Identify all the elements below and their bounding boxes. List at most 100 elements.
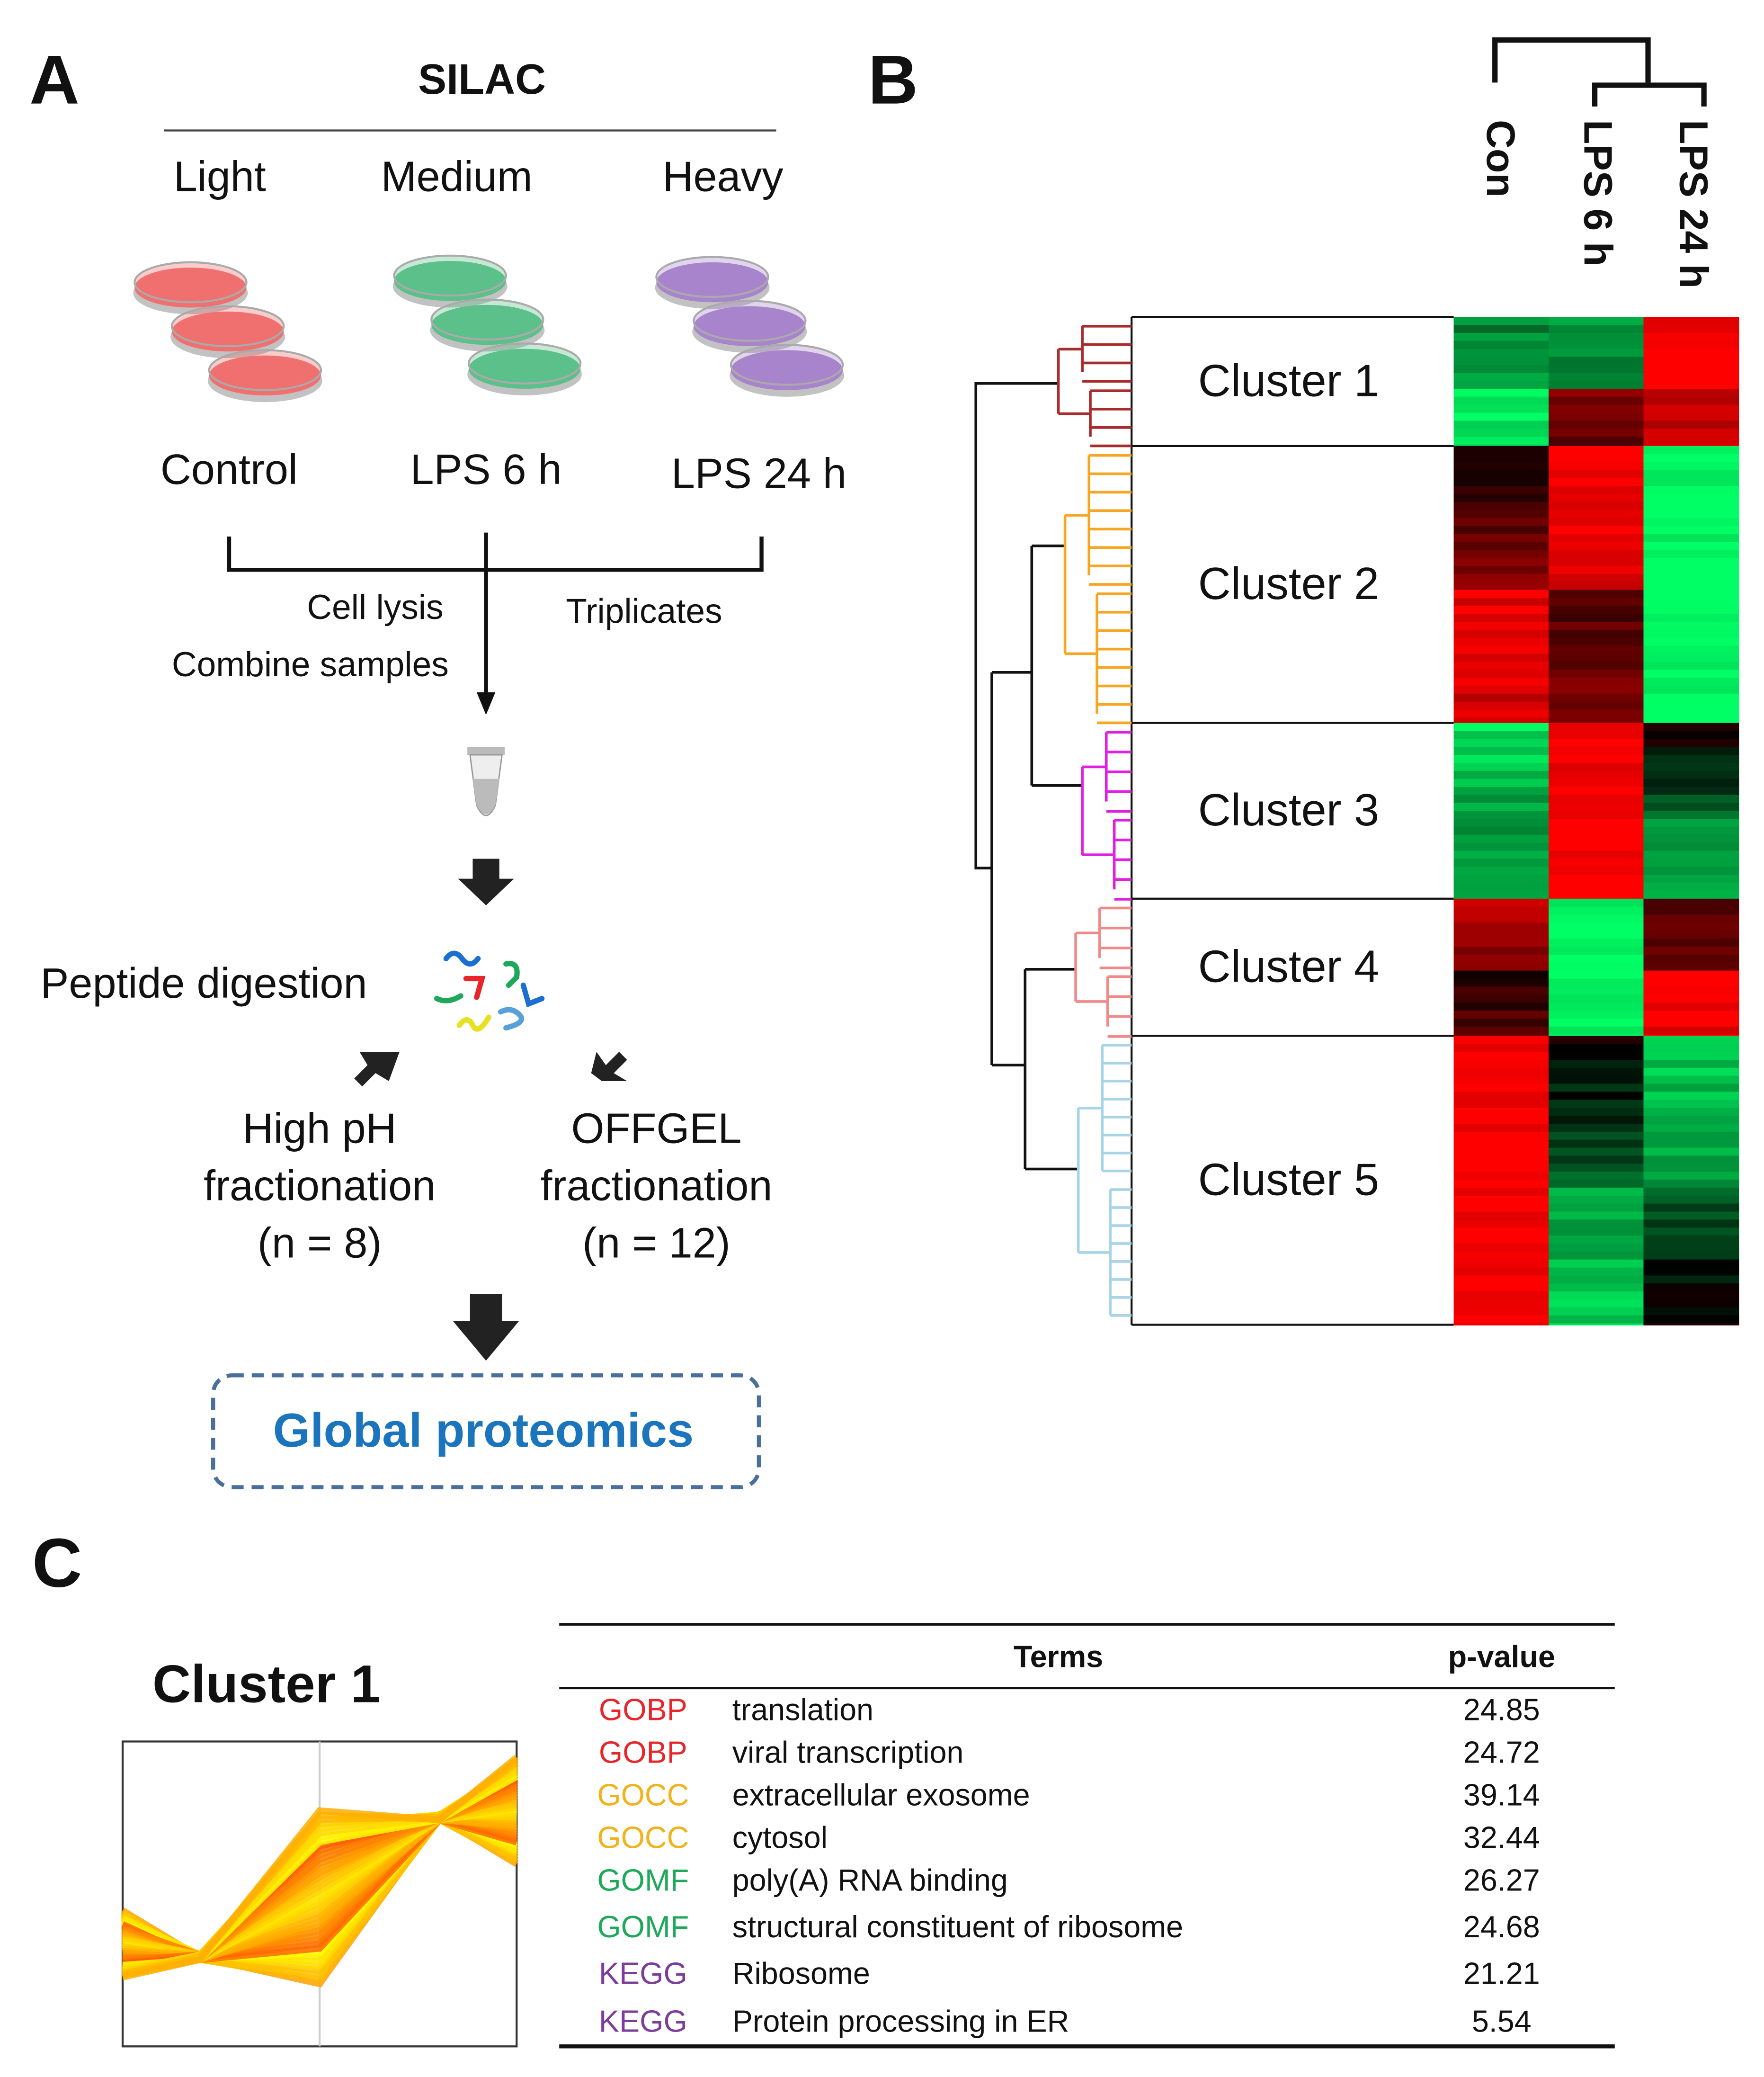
- heatmap-cell: [1549, 614, 1644, 623]
- heatmap-cell: [1453, 670, 1550, 679]
- heatmap-cell: [1643, 478, 1739, 487]
- panel-label: A: [29, 41, 80, 118]
- column-label: LPS 24 h: [1672, 120, 1716, 288]
- heatmap-cell: [1453, 437, 1550, 446]
- heatmap-cell: [1549, 1267, 1644, 1276]
- heatmap-cell: [1453, 565, 1550, 575]
- category: GOCC: [597, 1820, 689, 1855]
- heatmap-cell: [1453, 462, 1550, 471]
- heatmap-cell: [1453, 325, 1550, 334]
- heatmap-cell: [1643, 755, 1739, 764]
- heatmap-cell: [1643, 470, 1739, 479]
- dish: [170, 305, 285, 348]
- p-value: 32.44: [1463, 1820, 1540, 1855]
- heatmap-cell: [1453, 1172, 1550, 1181]
- heatmap-cell: [1453, 429, 1550, 438]
- heatmap-cell: [1453, 614, 1550, 623]
- heatmap-cell: [1643, 1131, 1739, 1141]
- heatmap-cell: [1549, 670, 1644, 679]
- heatmap-cell: [1453, 795, 1550, 804]
- heatmap-cell: [1549, 558, 1644, 567]
- heatmap-cell: [1643, 875, 1739, 884]
- heatmap-cell: [1643, 883, 1739, 892]
- heatmap-cell: [1453, 819, 1550, 828]
- heatmap-cell: [1453, 994, 1550, 1003]
- heatmap-cell: [1549, 1139, 1644, 1148]
- heatmap-cell: [1453, 867, 1550, 876]
- condition: Control: [160, 446, 298, 493]
- heatmap-cell: [1643, 486, 1739, 495]
- heatmap-cell: [1549, 1026, 1644, 1035]
- heatmap-cell: [1453, 1283, 1550, 1292]
- heatmap-cell: [1453, 1203, 1550, 1212]
- heatmap-cell: [1453, 606, 1550, 615]
- label-name: Light: [174, 153, 266, 200]
- heatmap-cell: [1643, 1195, 1739, 1205]
- result: Global proteomics: [273, 1404, 694, 1457]
- heatmap-cell: [1453, 803, 1550, 812]
- heatmap-cell: [1453, 717, 1550, 724]
- heatmap-cell: [1549, 1034, 1644, 1037]
- heatmap-cell: [1643, 803, 1739, 812]
- heatmap-cell: [1643, 381, 1739, 390]
- heatmap-cell: [1549, 1203, 1644, 1212]
- heatmap-cell: [1453, 747, 1550, 756]
- heatmap-cell: [1549, 534, 1644, 543]
- dish: [393, 254, 507, 297]
- heatmap-cell: [1643, 1267, 1739, 1276]
- heatmap-cell: [1453, 1323, 1550, 1325]
- heatmap-cell: [1453, 1131, 1550, 1141]
- heatmap-cell: [1643, 1307, 1739, 1316]
- dish: [208, 349, 322, 391]
- heatmap-cell: [1549, 1219, 1644, 1228]
- heatmap-cell: [1549, 954, 1644, 964]
- branch: [1076, 908, 1101, 958]
- p-value: 26.27: [1463, 1863, 1540, 1898]
- heatmap-cell: [1453, 1267, 1550, 1276]
- heatmap-cell: [1453, 1251, 1550, 1261]
- heatmap-cell: [1643, 614, 1739, 623]
- condition: LPS 24 h: [671, 450, 846, 497]
- heatmap-cell: [1549, 1108, 1644, 1117]
- heatmap-cell: [1453, 1147, 1550, 1156]
- lysis: Cell lysis: [307, 588, 443, 627]
- arrow-head: [476, 692, 496, 715]
- dish: [693, 300, 807, 342]
- heatmap-cell: [1549, 1003, 1644, 1012]
- heatmap-cell: [1643, 1187, 1739, 1197]
- heatmap-cell: [1643, 1235, 1739, 1244]
- heatmap-cell: [1643, 1243, 1739, 1253]
- cluster-label: Cluster 3: [1198, 785, 1379, 835]
- heatmap-cell: [1549, 645, 1644, 654]
- heatmap-cell: [1453, 898, 1550, 908]
- heatmap-cell: [1453, 826, 1550, 836]
- branch: [1058, 391, 1092, 437]
- heatmap-cell: [1453, 763, 1550, 772]
- heatmap-cell: [1549, 755, 1644, 764]
- heatmap-cell: [1453, 1307, 1550, 1316]
- heatmap-cell: [1643, 654, 1739, 662]
- heatmap-cell: [1643, 404, 1739, 413]
- heatmap-cell: [1549, 1052, 1644, 1061]
- dish: [467, 342, 582, 385]
- heatmap-cell: [1643, 922, 1739, 931]
- heatmap-cell: [1453, 598, 1550, 607]
- heatmap-cell: [1643, 1251, 1739, 1261]
- heatmap-cell: [1643, 859, 1739, 868]
- heatmap-cell: [1643, 365, 1739, 374]
- label-name: Heavy: [663, 153, 784, 200]
- heatmap-cell: [1643, 1108, 1739, 1117]
- heatmap-cell: [1643, 1003, 1739, 1012]
- heatmap-cell: [1453, 1044, 1550, 1053]
- heatmap-cell: [1549, 819, 1644, 828]
- heatmap-cell: [1453, 412, 1550, 421]
- heatmap-cell: [1453, 381, 1550, 390]
- heatmap-cell: [1643, 332, 1739, 342]
- heatmap-cell: [1549, 986, 1644, 995]
- heatmap-cell: [1453, 723, 1550, 732]
- heatmap-cell: [1453, 1139, 1550, 1148]
- dish-medium: [469, 349, 581, 389]
- row-dendrogram: [974, 382, 1083, 1171]
- heatmap-cell: [1549, 842, 1644, 851]
- heatmap-cell: [1453, 1018, 1550, 1028]
